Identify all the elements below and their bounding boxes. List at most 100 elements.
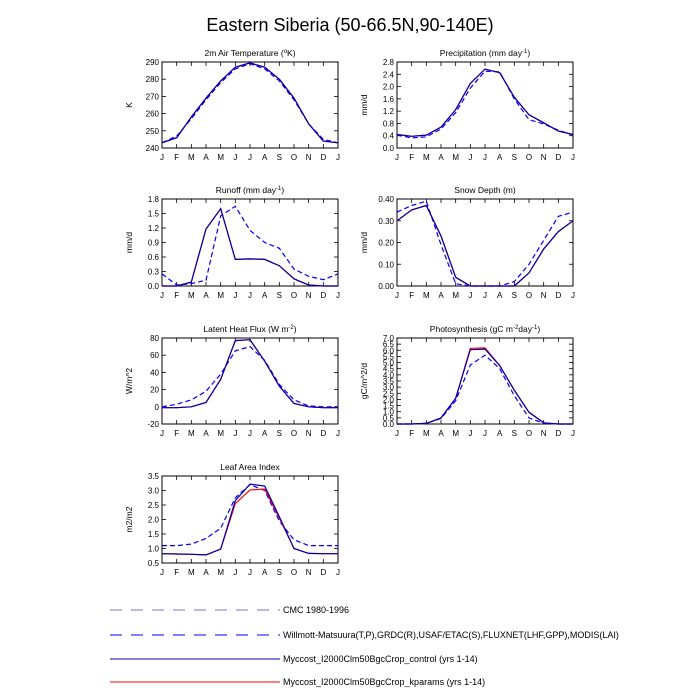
x-tick-label: N [541,153,547,162]
x-tick-label: A [497,153,503,162]
y-tick-label: 5.5 [383,352,395,361]
y-tick-label: 0.4 [383,132,395,141]
x-tick-label: F [174,291,179,300]
y-tick-label: 3.0 [148,487,160,496]
x-tick-label: A [438,429,444,438]
x-tick-label: J [395,429,399,438]
x-tick-label: J [336,568,340,577]
y-tick-label: 3.5 [148,472,160,481]
x-tick-label: J [248,568,252,577]
x-tick-label: J [468,153,472,162]
x-tick-label: F [174,568,179,577]
y-tick-label: 6.5 [383,340,395,349]
x-tick-label: A [497,429,503,438]
y-tick-label: 4.0 [383,371,395,380]
series-line-1 [162,484,338,547]
x-tick-label: J [483,429,487,438]
y-tick-label: 0.5 [148,559,160,568]
y-tick-label: 290 [146,58,160,67]
x-tick-label: D [555,153,561,162]
x-tick-label: J [233,153,237,162]
y-tick-label: 6.0 [383,346,395,355]
y-axis-label: mm/d [359,94,369,116]
plot-frame [161,337,339,425]
x-tick-label: A [262,568,268,577]
x-tick-label: J [571,429,575,438]
x-tick-label: A [262,291,268,300]
x-tick-label: S [512,153,517,162]
x-tick-label: M [188,153,195,162]
x-tick-label: N [541,429,547,438]
y-tick-label: 240 [146,144,160,153]
y-tick-label: 0.8 [383,119,395,128]
x-tick-label: F [409,291,414,300]
y-tick-label: 2.0 [383,83,395,92]
y-tick-label: 0.0 [383,144,395,153]
x-tick-label: N [306,429,312,438]
x-tick-label: M [452,429,459,438]
y-tick-label: 7.0 [383,334,395,343]
y-tick-label: 5.0 [383,359,395,368]
series-line-1 [396,200,574,287]
x-tick-label: J [160,291,164,300]
plot-frame [161,198,339,287]
y-tick-label: 2.0 [148,516,160,525]
plot-frame [396,337,574,425]
x-tick-label: J [248,429,252,438]
x-tick-label: O [291,429,297,438]
series-line-1 [161,63,339,144]
series-line-3 [396,68,574,137]
chart-panel-4: Snow Depth (m)0.000.100.200.300.40J F M A M J… [359,185,575,300]
x-tick-label: J [571,153,575,162]
x-tick-label: J [483,291,487,300]
legend-label-2: Willmott-Matsuura(T,P),GRDC(R),USAF/ETAC… [283,630,619,640]
y-tick-label: 1.2 [148,224,160,233]
x-tick-label: S [512,429,517,438]
x-tick-label: D [555,429,561,438]
y-tick-label: 0.30 [378,217,394,226]
x-tick-label: J [160,429,164,438]
series-line-3 [162,207,338,287]
chart-title: Precipitation (mm day-1) [440,48,531,58]
plot-frame [161,475,339,564]
x-tick-label: D [555,291,561,300]
chart-title: 2m Air Temperature (oK) [204,48,295,58]
y-tick-label: 0.10 [378,260,394,269]
chart-title: Photosynthesis (gC m-2day-1) [430,324,541,334]
y-tick-label: 1.5 [148,210,160,219]
x-tick-label: O [291,153,297,162]
x-tick-label: J [571,291,575,300]
x-tick-label: M [217,153,224,162]
legend-label-3: Myccost_I2000Clm50BgcCrop_control (yrs 1… [283,654,478,664]
chart-panel-1: 2m Air Temperature (oK) 240 250 260 270 280 29… [124,48,340,162]
x-tick-label: S [277,429,282,438]
y-tick-label: 40 [150,368,159,377]
x-tick-label: J [336,153,340,162]
y-tick-label: 1.0 [148,545,160,554]
x-tick-label: J [395,291,399,300]
y-axis-label: mm/d [359,232,369,254]
x-tick-label: A [262,153,268,162]
x-tick-label: O [526,291,532,300]
x-tick-label: O [291,568,297,577]
panels: 2m Air Temperature (oK) 240 250 260 270 280 29… [124,48,575,577]
y-tick-label: 1.6 [383,95,395,104]
x-tick-label: A [438,153,444,162]
series-line-3 [397,348,573,425]
x-tick-label: A [203,153,209,162]
x-tick-label: S [277,291,282,300]
x-tick-label: M [423,429,430,438]
y-tick-label: 1.0 [383,408,395,417]
series-line-3 [161,483,338,556]
x-tick-label: F [409,429,414,438]
x-tick-label: O [526,429,532,438]
series-line-3 [162,339,338,409]
x-tick-label: M [423,153,430,162]
y-tick-label: 0.0 [383,420,395,429]
y-axis-label: K [124,102,134,108]
y-tick-label: 260 [146,110,160,119]
x-tick-label: S [512,291,517,300]
x-tick-label: F [174,153,179,162]
